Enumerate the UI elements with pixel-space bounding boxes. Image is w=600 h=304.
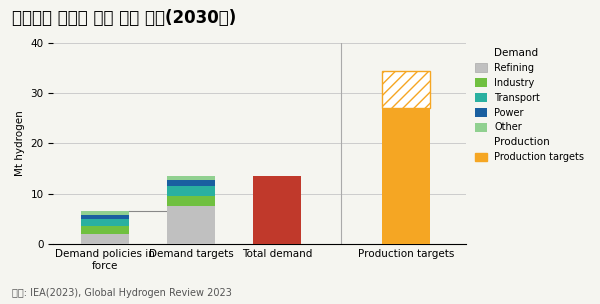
Bar xyxy=(82,211,128,215)
Y-axis label: Mt hydrogen: Mt hydrogen xyxy=(15,111,25,176)
Bar xyxy=(82,233,128,244)
Bar xyxy=(253,176,301,244)
Bar xyxy=(167,186,215,196)
Bar xyxy=(167,180,215,186)
Bar xyxy=(82,226,128,233)
Bar xyxy=(82,219,128,226)
Text: 청정수소 수요와 공급 목표 전망(2030년): 청정수소 수요와 공급 목표 전망(2030년) xyxy=(12,9,236,27)
Bar xyxy=(167,206,215,244)
Bar xyxy=(382,71,430,109)
Text: 자료: IEA(2023), Global Hydrogen Review 2023: 자료: IEA(2023), Global Hydrogen Review 20… xyxy=(12,288,232,298)
Bar xyxy=(382,109,430,244)
Bar xyxy=(167,176,215,180)
Bar xyxy=(82,215,128,219)
Legend: Demand, Refining, Industry, Transport, Power, Other, Production, Production targ: Demand, Refining, Industry, Transport, P… xyxy=(475,48,584,162)
Bar xyxy=(167,196,215,206)
